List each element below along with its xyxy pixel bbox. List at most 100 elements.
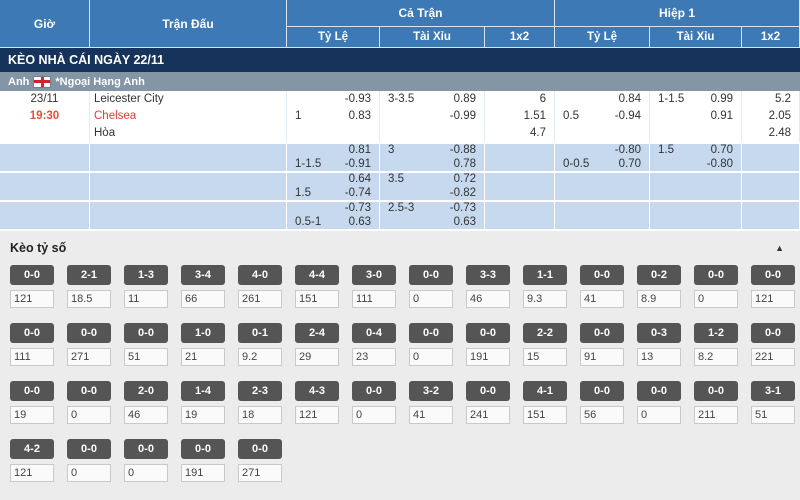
score-chip[interactable]: 0-1 bbox=[238, 323, 282, 343]
score-odds[interactable]: 9.2 bbox=[238, 348, 282, 366]
score-chip[interactable]: 0-0 bbox=[124, 323, 168, 343]
collapse-arrow-icon[interactable]: ▲ bbox=[775, 243, 784, 253]
score-odds[interactable]: 41 bbox=[580, 290, 624, 308]
score-chip[interactable]: 3-1 bbox=[751, 381, 795, 401]
score-chip[interactable]: 2-4 bbox=[295, 323, 339, 343]
odds-value[interactable]: 2.05 bbox=[768, 110, 791, 122]
score-odds[interactable]: 0 bbox=[67, 406, 111, 424]
score-odds[interactable]: 271 bbox=[238, 464, 282, 482]
odds-value[interactable]: -0.88 bbox=[449, 144, 476, 156]
score-chip[interactable]: 3-4 bbox=[181, 265, 225, 285]
score-chip[interactable]: 0-0 bbox=[67, 439, 111, 459]
score-odds[interactable]: 0 bbox=[352, 406, 396, 424]
score-chip[interactable]: 0-0 bbox=[466, 381, 510, 401]
score-chip[interactable]: 0-0 bbox=[67, 381, 111, 401]
odds-value[interactable]: 4.7 bbox=[530, 127, 546, 139]
odds-value[interactable]: -0.93 bbox=[344, 93, 371, 105]
score-odds[interactable]: 241 bbox=[466, 406, 510, 424]
score-odds[interactable]: 121 bbox=[10, 290, 54, 308]
score-odds[interactable]: 0 bbox=[409, 348, 453, 366]
score-chip[interactable]: 0-0 bbox=[352, 381, 396, 401]
score-odds[interactable]: 0 bbox=[637, 406, 681, 424]
odds-value[interactable]: 0.70 bbox=[710, 144, 733, 156]
odds-value[interactable]: 0.78 bbox=[453, 157, 476, 170]
score-odds[interactable]: 121 bbox=[10, 464, 54, 482]
score-odds[interactable]: 151 bbox=[523, 406, 567, 424]
score-odds[interactable]: 151 bbox=[295, 290, 339, 308]
odds-value[interactable]: -0.73 bbox=[344, 202, 371, 214]
odds-value[interactable]: -0.74 bbox=[344, 186, 371, 199]
score-chip[interactable]: 2-1 bbox=[67, 265, 111, 285]
score-odds[interactable]: 0 bbox=[67, 464, 111, 482]
score-chip[interactable]: 0-0 bbox=[10, 323, 54, 343]
score-chip[interactable]: 0-0 bbox=[580, 265, 624, 285]
odds-value[interactable]: 0.83 bbox=[348, 110, 371, 122]
score-chip[interactable]: 4-1 bbox=[523, 381, 567, 401]
score-chip[interactable]: 0-0 bbox=[580, 381, 624, 401]
odds-value[interactable]: 0.70 bbox=[618, 157, 641, 170]
score-odds[interactable]: 46 bbox=[466, 290, 510, 308]
score-chip[interactable]: 1-4 bbox=[181, 381, 225, 401]
odds-value[interactable]: 0.64 bbox=[348, 173, 371, 185]
score-odds[interactable]: 51 bbox=[751, 406, 795, 424]
score-chip[interactable]: 4-3 bbox=[295, 381, 339, 401]
score-odds[interactable]: 11 bbox=[124, 290, 168, 308]
score-chip[interactable]: 0-0 bbox=[67, 323, 111, 343]
score-chip[interactable]: 0-0 bbox=[751, 323, 795, 343]
odds-value[interactable]: 0.63 bbox=[453, 215, 476, 228]
score-odds[interactable]: 111 bbox=[10, 348, 54, 366]
score-odds[interactable]: 0 bbox=[694, 290, 738, 308]
odds-value[interactable]: 2.48 bbox=[768, 127, 791, 139]
score-chip[interactable]: 0-0 bbox=[580, 323, 624, 343]
score-chip[interactable]: 0-0 bbox=[637, 381, 681, 401]
score-odds[interactable]: 0 bbox=[409, 290, 453, 308]
score-odds[interactable]: 261 bbox=[238, 290, 282, 308]
score-chip[interactable]: 0-0 bbox=[10, 381, 54, 401]
odds-value[interactable]: -0.73 bbox=[449, 202, 476, 214]
score-chip[interactable]: 4-0 bbox=[238, 265, 282, 285]
odds-value[interactable]: -0.80 bbox=[706, 157, 733, 170]
score-chip[interactable]: 0-0 bbox=[409, 265, 453, 285]
odds-value[interactable]: 0.91 bbox=[710, 110, 733, 122]
score-odds[interactable]: 56 bbox=[580, 406, 624, 424]
score-chip[interactable]: 4-4 bbox=[295, 265, 339, 285]
score-odds[interactable]: 19 bbox=[10, 406, 54, 424]
odds-value[interactable]: 0.63 bbox=[348, 215, 371, 228]
odds-value[interactable]: 0.89 bbox=[453, 93, 476, 105]
score-odds[interactable]: 66 bbox=[181, 290, 225, 308]
score-chip[interactable]: 0-0 bbox=[694, 381, 738, 401]
score-chip[interactable]: 2-3 bbox=[238, 381, 282, 401]
home-team[interactable]: Leicester City bbox=[94, 93, 164, 105]
score-odds[interactable]: 18 bbox=[238, 406, 282, 424]
score-chip[interactable]: 0-0 bbox=[751, 265, 795, 285]
score-odds[interactable]: 23 bbox=[352, 348, 396, 366]
score-chip[interactable]: 1-0 bbox=[181, 323, 225, 343]
odds-value[interactable]: 0.84 bbox=[618, 93, 641, 105]
odds-value[interactable]: 6 bbox=[539, 93, 546, 105]
odds-value[interactable]: 0.81 bbox=[348, 144, 371, 156]
score-chip[interactable]: 0-0 bbox=[694, 265, 738, 285]
score-odds[interactable]: 121 bbox=[751, 290, 795, 308]
score-odds[interactable]: 13 bbox=[637, 348, 681, 366]
odds-value[interactable]: 0.72 bbox=[453, 173, 476, 185]
score-chip[interactable]: 0-0 bbox=[181, 439, 225, 459]
score-odds[interactable]: 221 bbox=[751, 348, 795, 366]
score-chip[interactable]: 4-2 bbox=[10, 439, 54, 459]
score-chip[interactable]: 3-2 bbox=[409, 381, 453, 401]
league-row[interactable]: Anh *Ngoại Hạng Anh bbox=[0, 72, 800, 91]
score-odds[interactable]: 111 bbox=[352, 290, 396, 308]
odds-value[interactable]: 1.51 bbox=[523, 110, 546, 122]
score-odds[interactable]: 91 bbox=[580, 348, 624, 366]
odds-value[interactable]: -0.99 bbox=[449, 110, 476, 122]
score-chip[interactable]: 0-0 bbox=[10, 265, 54, 285]
score-odds[interactable]: 191 bbox=[466, 348, 510, 366]
odds-value[interactable]: -0.94 bbox=[614, 110, 641, 122]
score-chip[interactable]: 0-0 bbox=[238, 439, 282, 459]
score-chip[interactable]: 0-0 bbox=[466, 323, 510, 343]
score-odds[interactable]: 21 bbox=[181, 348, 225, 366]
odds-value[interactable]: -0.80 bbox=[614, 144, 641, 156]
score-odds[interactable]: 271 bbox=[67, 348, 111, 366]
score-odds[interactable]: 121 bbox=[295, 406, 339, 424]
score-odds[interactable]: 51 bbox=[124, 348, 168, 366]
odds-value[interactable]: 0.99 bbox=[710, 93, 733, 105]
